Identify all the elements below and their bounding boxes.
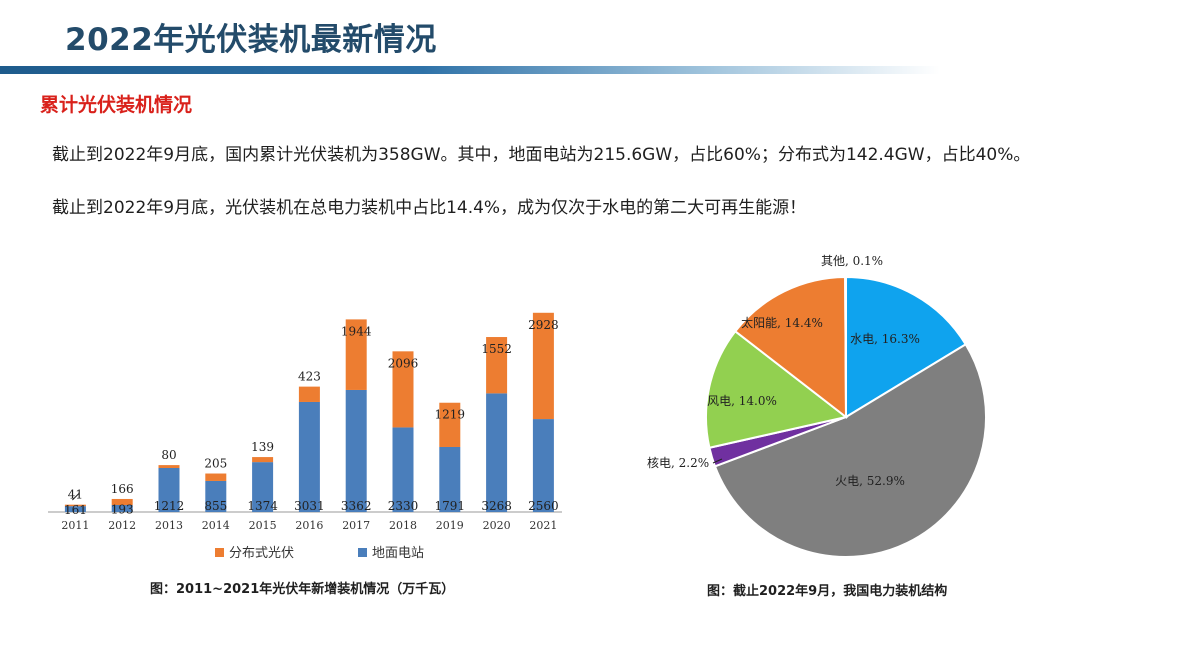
pie-slice-太阳能	[733, 275, 848, 420]
bar-ground-2014	[205, 480, 227, 512]
bar-ground-2011	[64, 506, 86, 512]
label-ground-2017: 3362	[341, 499, 372, 513]
pie-label-其他: 其他, 0.1%	[821, 254, 883, 268]
bar-distributed-2020	[486, 337, 508, 394]
legend-label-ground: 地面电站	[372, 546, 424, 561]
legend-label-distributed: 分布式光伏	[229, 546, 294, 561]
bar-distributed-2021	[532, 312, 554, 420]
bar-ground-2013	[158, 468, 180, 512]
paragraph-installed-capacity: 截止到2022年9月底，国内累计光伏装机为358GW。其中，地面电站为215.6…	[52, 145, 1031, 165]
bar-distributed-2017	[345, 319, 367, 390]
label-ground-2018: 2330	[388, 499, 419, 513]
bar-ground-2015	[252, 462, 274, 512]
label-ground-2011: 161	[64, 503, 87, 517]
pie-slice-其他	[844, 275, 847, 418]
bar-ground-2012	[111, 504, 133, 512]
label-ground-2019: 1791	[435, 499, 466, 513]
pie-slice-火电	[713, 342, 988, 558]
bar-ground-2016	[298, 401, 320, 512]
bar-distributed-2011	[64, 504, 86, 507]
title-underline	[0, 66, 940, 74]
leader-line-2011	[72, 492, 80, 501]
tick-label-2020: 2020	[483, 519, 511, 532]
bar-distributed-2012	[111, 498, 133, 505]
label-distributed-2012: 166	[111, 482, 134, 496]
label-ground-2015: 1374	[247, 499, 278, 513]
tick-label-2015: 2015	[249, 519, 277, 532]
label-ground-2016: 3031	[294, 499, 325, 513]
pie-label-水电: 水电, 16.3%	[850, 332, 920, 346]
label-distributed-2015: 139	[251, 440, 274, 454]
pie-slice-风电	[705, 329, 849, 449]
label-ground-2014: 855	[204, 499, 227, 513]
pie-slice-水电	[845, 275, 968, 419]
label-distributed-2017: 1944	[341, 324, 372, 338]
tick-label-2017: 2017	[342, 519, 370, 532]
bar-ground-2018	[392, 427, 414, 512]
tick-label-2018: 2018	[389, 519, 417, 532]
label-distributed-2021: 2928	[528, 318, 559, 332]
label-distributed-2014: 205	[204, 457, 227, 471]
bar-distributed-2016	[298, 386, 320, 402]
bar-distributed-2014	[205, 473, 227, 481]
tick-label-2012: 2012	[108, 519, 136, 532]
label-distributed-2019: 1219	[435, 408, 466, 422]
pie-label-火电: 火电, 52.9%	[835, 474, 905, 488]
tick-label-2013: 2013	[155, 519, 183, 532]
bar-chart-caption: 图：2011~2021年光伏年新增装机情况（万千瓦）	[150, 582, 455, 597]
label-distributed-2016: 423	[298, 370, 321, 384]
pie-leader-核电	[712, 458, 723, 464]
pie-label-风电: 风电, 14.0%	[707, 394, 777, 408]
tick-label-2016: 2016	[295, 519, 323, 532]
pie-chart: 水电, 16.3% 火电, 52.9% 核电, 2.2% 风电, 14.0% 太阳能, …	[647, 254, 988, 558]
label-ground-2012: 193	[111, 502, 134, 516]
pie-label-核电: 核电, 2.2%	[647, 456, 709, 470]
label-distributed-2018: 2096	[388, 356, 419, 370]
bar-distributed-2019	[439, 402, 461, 447]
bar-ground-2017	[345, 389, 367, 512]
label-ground-2020: 3268	[481, 499, 512, 513]
section-subtitle: 累计光伏装机情况	[40, 94, 193, 116]
label-distributed-2011: 41	[68, 488, 83, 502]
tick-label-2014: 2014	[202, 519, 230, 532]
tick-label-2019: 2019	[436, 519, 464, 532]
tick-label-2011: 2011	[61, 519, 89, 532]
bar-ground-2020	[486, 393, 508, 512]
page-title: 2022年光伏装机最新情况	[65, 22, 437, 58]
label-ground-2013: 1212	[154, 499, 185, 513]
bar-ground-2019	[439, 446, 461, 512]
pie-label-太阳能: 太阳能, 14.4%	[741, 315, 823, 330]
tick-label-2021: 2021	[529, 519, 557, 532]
legend-swatch-ground	[358, 548, 367, 557]
bar-ground-2021	[532, 419, 554, 512]
bar-distributed-2013	[158, 465, 180, 469]
legend-swatch-distributed	[215, 548, 224, 557]
bar-distributed-2015	[252, 457, 274, 463]
label-distributed-2013: 80	[161, 448, 176, 462]
paragraph-capacity-share: 截止到2022年9月底，光伏装机在总电力装机中占比14.4%，成为仅次于水电的第…	[52, 198, 807, 218]
label-ground-2021: 2560	[528, 499, 559, 513]
bar-distributed-2018	[392, 351, 414, 428]
label-distributed-2020: 1552	[481, 342, 512, 356]
pie-chart-caption: 图：截止2022年9月，我国电力装机结构	[707, 584, 948, 599]
